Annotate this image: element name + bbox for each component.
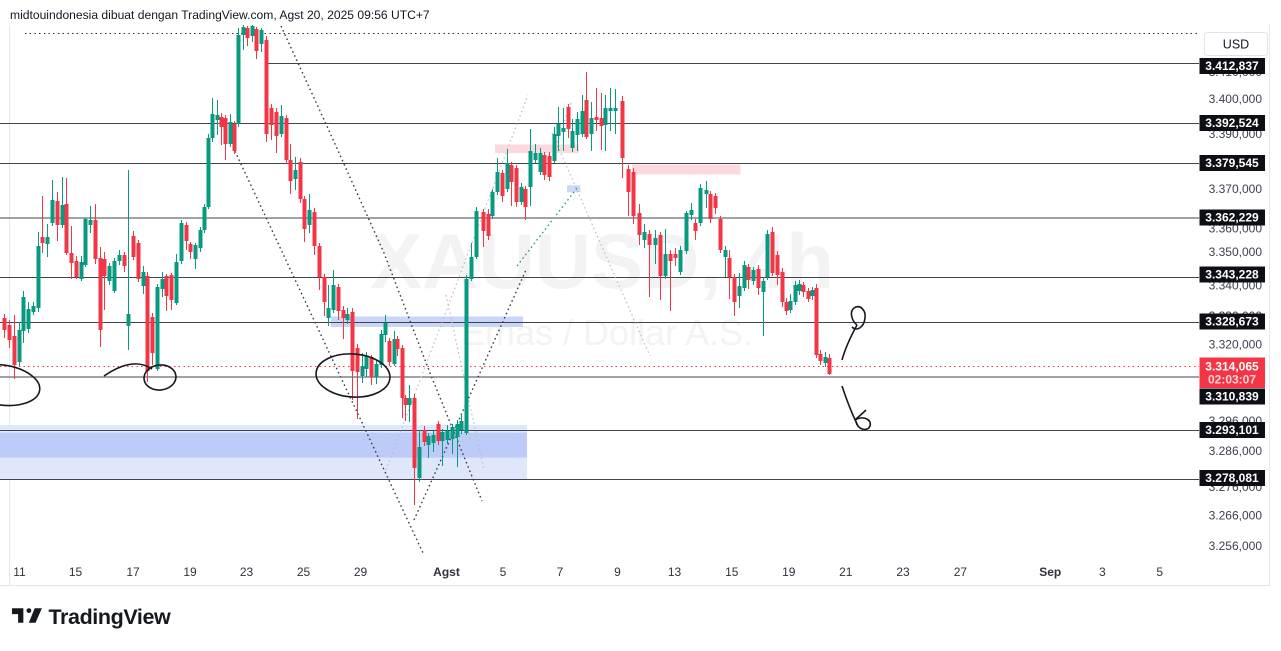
svg-text:TradingView: TradingView [49, 605, 172, 629]
svg-text:XAUUSD, 4h: XAUUSD, 4h [370, 217, 834, 305]
svg-text:13: 13 [668, 565, 682, 579]
svg-text:3.286,000: 3.286,000 [1209, 444, 1263, 458]
svg-text:9: 9 [614, 565, 621, 579]
svg-text:Sep: Sep [1039, 565, 1061, 579]
svg-text:3.314,065: 3.314,065 [1205, 360, 1259, 374]
svg-text:23: 23 [896, 565, 910, 579]
svg-text:15: 15 [69, 565, 83, 579]
svg-text:19: 19 [183, 565, 197, 579]
svg-text:27: 27 [954, 565, 968, 579]
svg-text:15: 15 [725, 565, 739, 579]
svg-text:3: 3 [1099, 565, 1106, 579]
svg-text:7: 7 [557, 565, 564, 579]
svg-text:3.278,081: 3.278,081 [1205, 471, 1259, 485]
svg-text:23: 23 [240, 565, 254, 579]
svg-text:3.256,000: 3.256,000 [1209, 539, 1263, 553]
svg-text:Agst: Agst [433, 565, 460, 579]
svg-text:3.266,000: 3.266,000 [1209, 509, 1263, 523]
svg-text:3.310,839: 3.310,839 [1205, 390, 1259, 404]
svg-text:3.392,524: 3.392,524 [1205, 116, 1259, 130]
svg-text:02:03:07: 02:03:07 [1208, 373, 1256, 387]
svg-text:29: 29 [354, 565, 368, 579]
svg-text:midtouindonesia dibuat dengan: midtouindonesia dibuat dengan TradingVie… [10, 8, 430, 22]
svg-text:3.362,229: 3.362,229 [1205, 211, 1259, 225]
svg-text:3.343,228: 3.343,228 [1205, 268, 1259, 282]
svg-text:USD: USD [1223, 38, 1249, 52]
svg-text:21: 21 [839, 565, 853, 579]
svg-text:11: 11 [13, 565, 26, 579]
svg-text:19: 19 [782, 565, 796, 579]
svg-text:17: 17 [126, 565, 140, 579]
svg-text:5: 5 [500, 565, 507, 579]
svg-text:3.293,101: 3.293,101 [1205, 423, 1259, 437]
svg-text:3.379,545: 3.379,545 [1205, 156, 1259, 170]
svg-text:5: 5 [1156, 565, 1163, 579]
svg-text:3.370,000: 3.370,000 [1209, 182, 1263, 196]
svg-text:3.320,000: 3.320,000 [1209, 338, 1263, 352]
svg-text:25: 25 [297, 565, 311, 579]
svg-text:3.412,837: 3.412,837 [1205, 59, 1259, 73]
svg-text:3.400,000: 3.400,000 [1209, 92, 1263, 106]
svg-text:3.350,000: 3.350,000 [1209, 245, 1263, 259]
svg-text:3.328,673: 3.328,673 [1205, 315, 1259, 329]
